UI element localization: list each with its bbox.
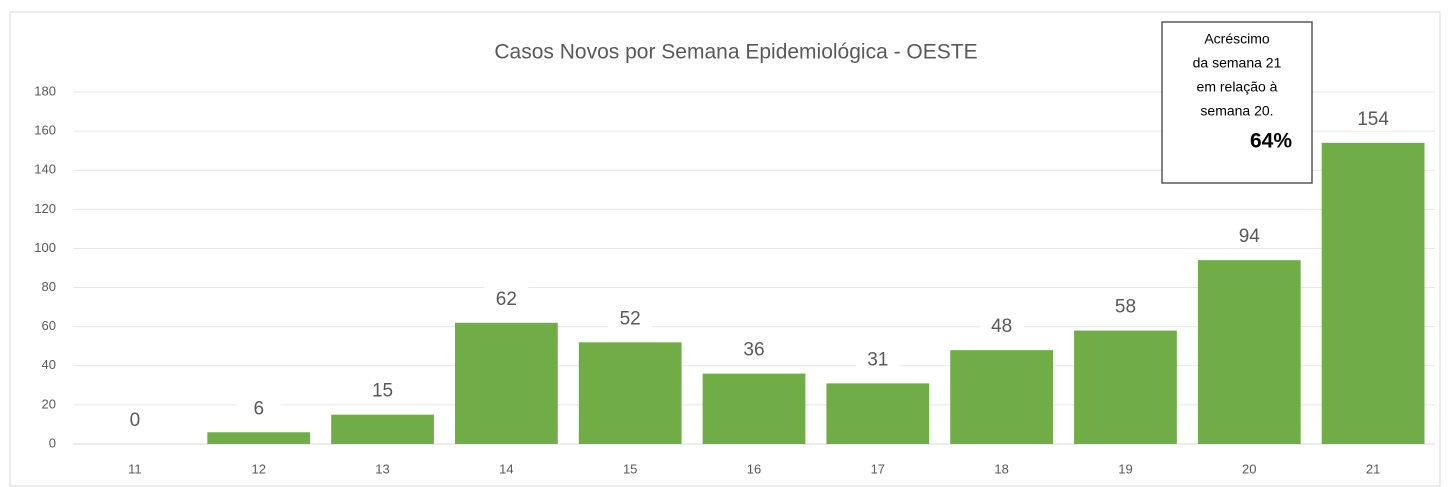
y-tick-label: 60 — [42, 318, 56, 333]
x-tick-label: 11 — [128, 461, 142, 476]
annotation-highlight: 64% — [1250, 130, 1292, 153]
value-label: 15 — [372, 381, 393, 402]
value-label: 154 — [1357, 109, 1389, 130]
annotation-text: em relação à — [1197, 79, 1278, 95]
x-tick-label: 19 — [1118, 461, 1132, 476]
x-tick-label: 17 — [871, 461, 885, 476]
x-tick-label: 15 — [623, 461, 637, 476]
value-label: 52 — [620, 308, 641, 329]
value-label-bg — [484, 286, 529, 311]
value-label-bg — [732, 337, 776, 362]
bar — [1074, 330, 1177, 444]
value-label: 58 — [1115, 297, 1136, 318]
y-tick-label: 120 — [34, 201, 56, 216]
x-tick-label: 20 — [1242, 461, 1256, 476]
value-label: 48 — [991, 316, 1012, 337]
value-label: 94 — [1239, 226, 1261, 247]
bar — [1321, 142, 1425, 444]
value-label: 6 — [253, 398, 264, 419]
y-tick-label: 180 — [34, 83, 56, 98]
x-tick-label: 18 — [994, 461, 1008, 476]
bar — [1197, 260, 1301, 444]
value-label-bg — [1103, 294, 1148, 319]
y-tick-label: 100 — [34, 240, 56, 255]
bar — [331, 414, 434, 444]
value-label: 36 — [743, 340, 764, 361]
annotation-box — [1161, 21, 1313, 184]
y-tick-label: 80 — [42, 279, 56, 294]
value-label-bg — [855, 347, 900, 372]
annotation-text: semana 20. — [1200, 103, 1273, 119]
value-label: 31 — [867, 349, 888, 370]
y-tick-label: 140 — [34, 162, 56, 177]
chart-title: Casos Novos por Semana Epidemiológica - … — [494, 41, 977, 64]
y-tick-label: 160 — [34, 123, 56, 138]
y-tick-label: 40 — [42, 357, 56, 372]
x-tick-label: 14 — [499, 461, 513, 476]
annotation-text: da semana 21 — [1193, 55, 1282, 71]
y-tick-label: 0 — [49, 435, 56, 450]
bar — [950, 350, 1054, 444]
value-label: 62 — [496, 289, 517, 310]
value-label-bg — [1351, 106, 1396, 131]
bar — [702, 373, 806, 444]
value-label-bg — [236, 396, 281, 421]
bar — [826, 383, 930, 444]
bar — [454, 322, 558, 444]
value-label-bg — [1227, 224, 1272, 249]
x-tick-label: 12 — [251, 461, 265, 476]
value-label-bg — [360, 378, 405, 403]
x-tick-label: 21 — [1366, 461, 1380, 476]
value-label: 0 — [130, 410, 141, 431]
bar — [578, 342, 682, 444]
value-label-bg — [979, 314, 1024, 339]
value-label-bg — [112, 408, 157, 432]
value-label-bg — [608, 306, 653, 331]
annotation-text: Acréscimo — [1204, 31, 1270, 47]
bar — [207, 432, 311, 444]
y-tick-label: 20 — [42, 396, 56, 411]
x-tick-label: 16 — [747, 461, 761, 476]
x-tick-label: 13 — [375, 461, 389, 476]
